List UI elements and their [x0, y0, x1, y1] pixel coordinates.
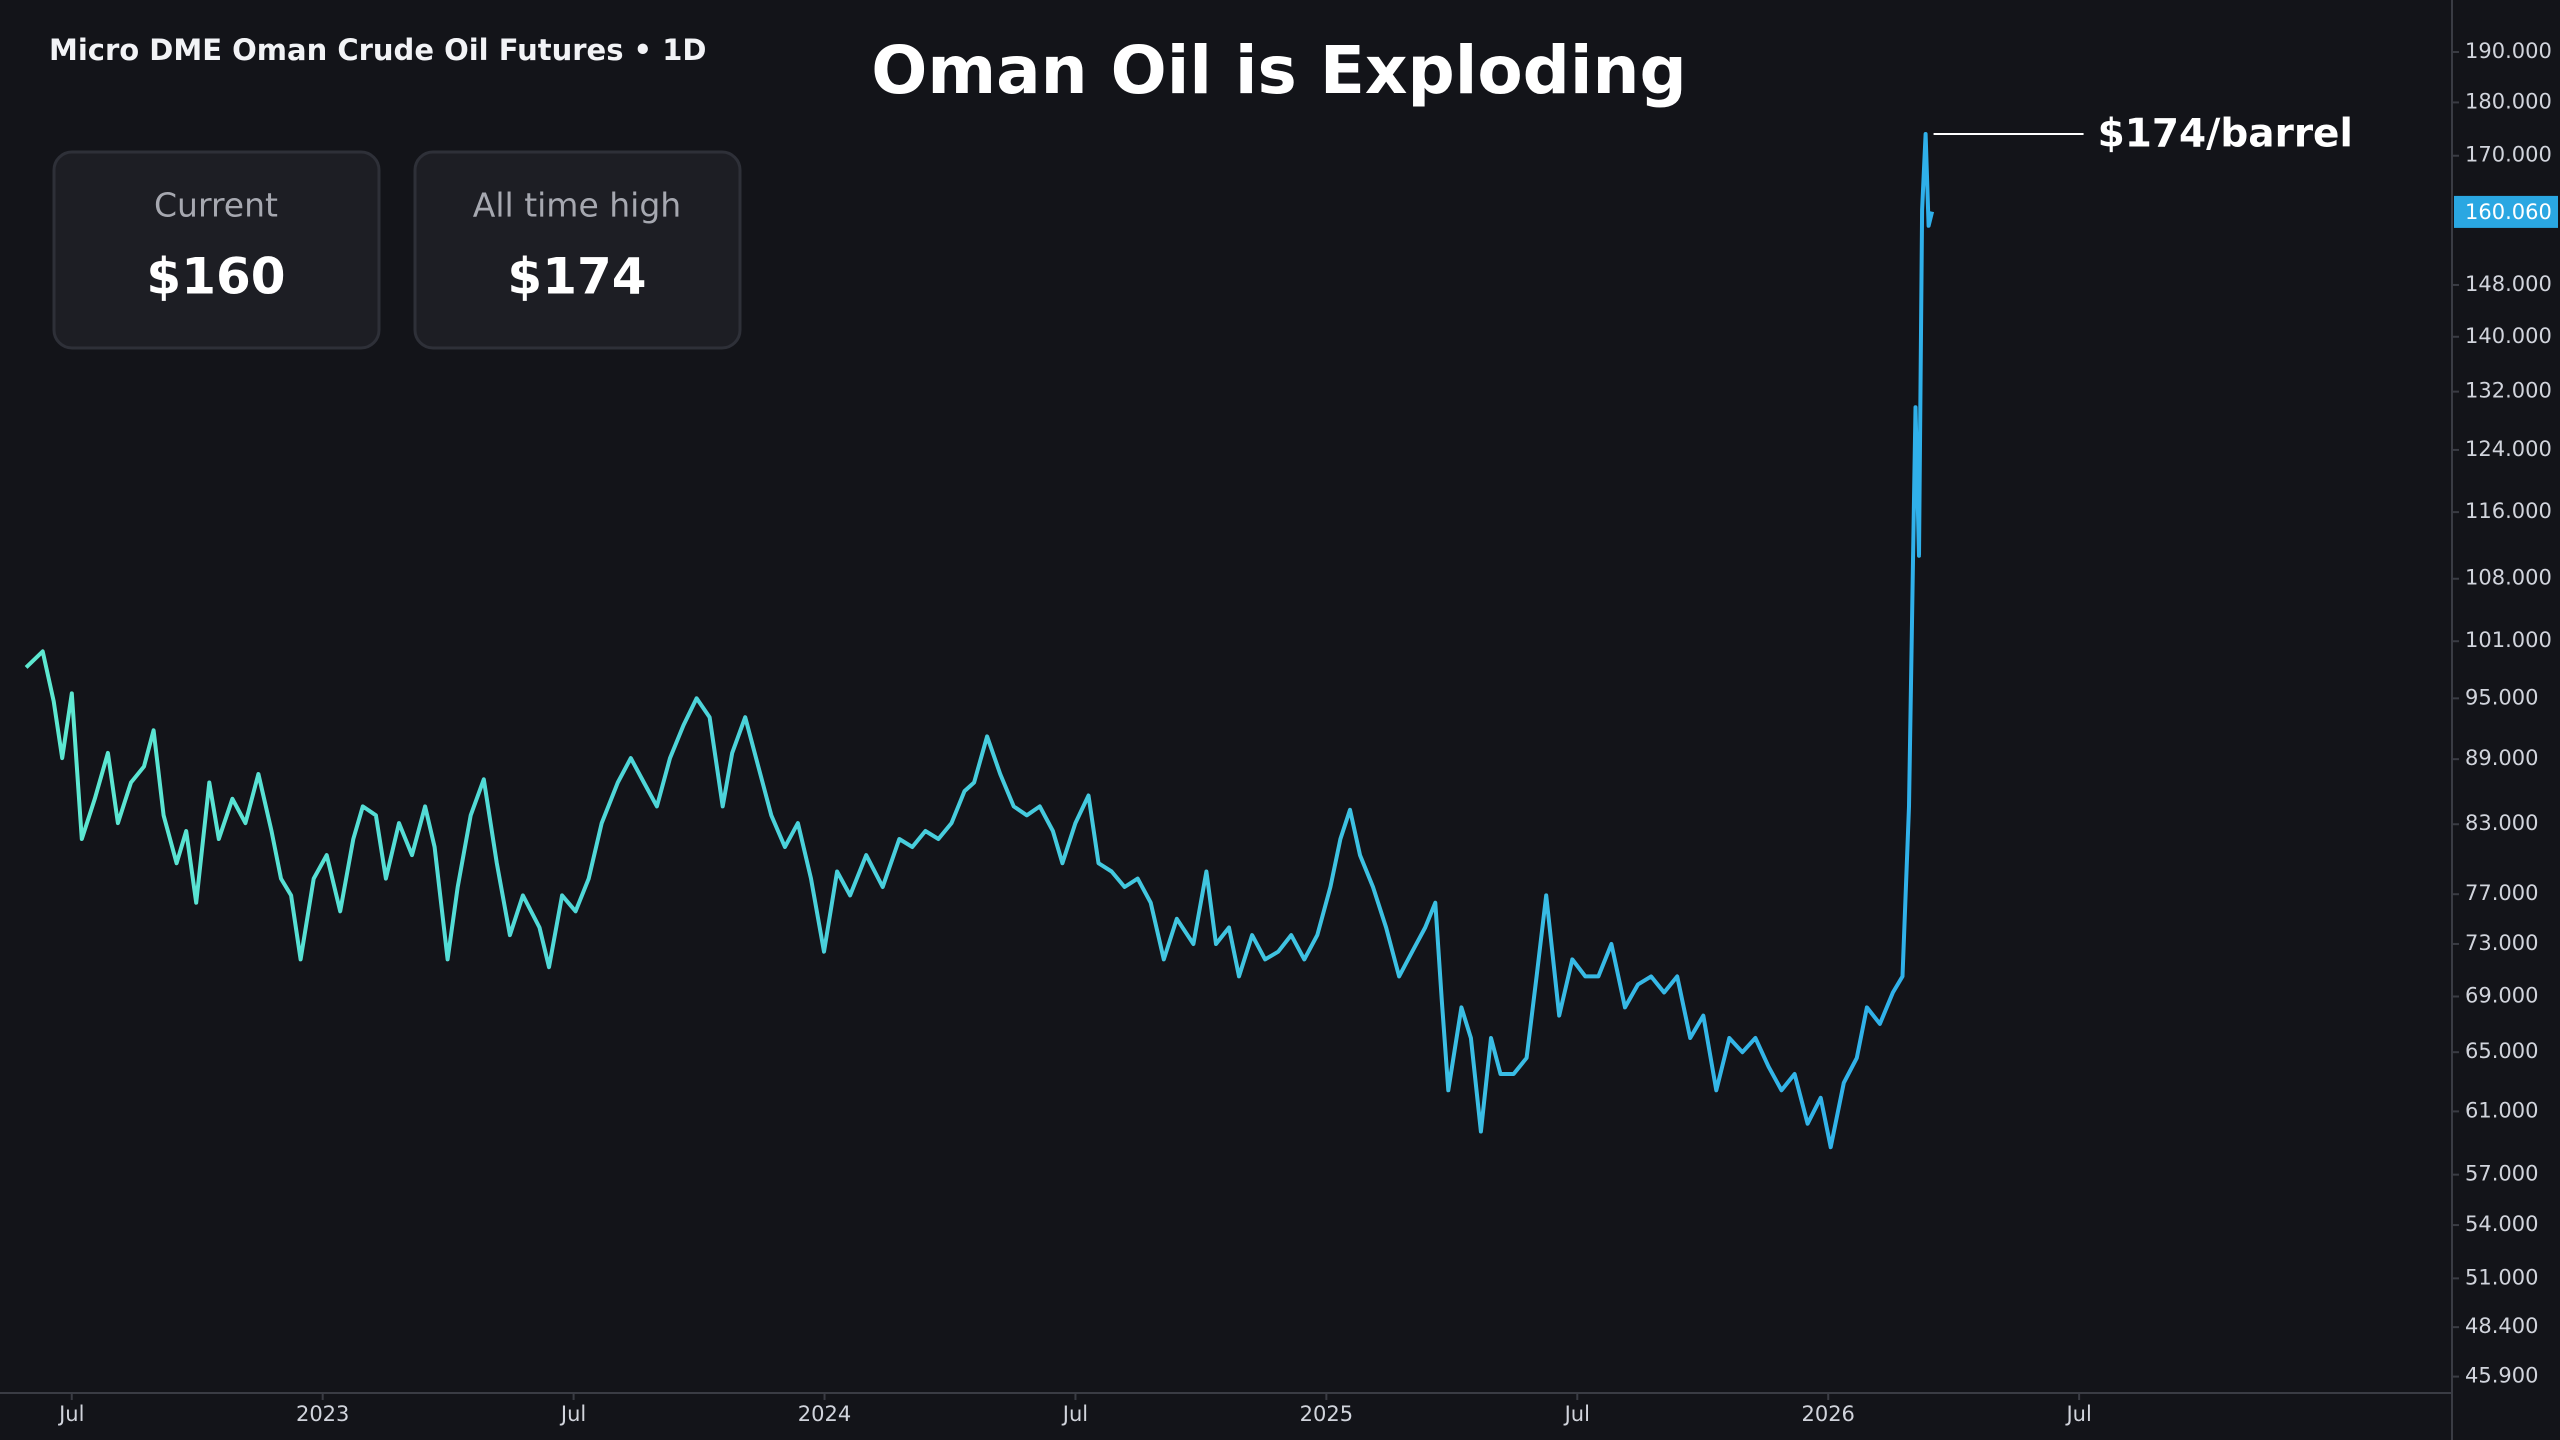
card: [52, 150, 381, 350]
x-tick-label: Jul: [57, 1402, 84, 1426]
y-tick-label: 108.000: [2465, 566, 2552, 590]
x-tick-label: 2025: [1300, 1402, 1353, 1426]
y-tick-label: 148.000: [2465, 272, 2552, 296]
y-tick-label: 101.000: [2465, 628, 2552, 652]
card-label: All time high: [473, 186, 681, 225]
x-tick-label: 2023: [296, 1402, 349, 1426]
y-tick-label: 65.000: [2465, 1039, 2538, 1063]
y-tick-label: 69.000: [2465, 984, 2538, 1008]
y-tick-label: 77.000: [2465, 881, 2538, 905]
y-tick-label: 57.000: [2465, 1162, 2538, 1186]
y-tick-label: 51.000: [2465, 1265, 2538, 1289]
last-price-badge: [2454, 195, 2558, 228]
chart-title: Oman Oil is Exploding: [871, 32, 1687, 109]
card: [413, 150, 742, 350]
y-tick-label: 116.000: [2465, 499, 2552, 523]
y-tick-label: 132.000: [2465, 379, 2552, 403]
y-tick-label: 89.000: [2465, 746, 2538, 770]
card-value: $174: [507, 248, 646, 306]
x-tick-label: Jul: [559, 1402, 586, 1426]
instrument-header: Micro DME Oman Crude Oil Futures • 1D: [49, 33, 706, 67]
y-tick-label: 83.000: [2465, 811, 2538, 835]
x-tick-label: Jul: [1563, 1402, 1590, 1426]
y-tick-label: 95.000: [2465, 685, 2538, 709]
y-tick-label: 180.000: [2465, 89, 2552, 113]
y-tick-label: 190.000: [2465, 39, 2552, 63]
y-tick-label: 45.900: [2465, 1364, 2538, 1388]
y-tick-label: 73.000: [2465, 931, 2538, 955]
x-tick-label: 2024: [798, 1402, 851, 1426]
annotation: $174/barrel: [2098, 112, 2353, 157]
last-price-label: 160.060: [2465, 200, 2552, 224]
y-tick-label: 54.000: [2465, 1212, 2538, 1236]
x-tick-label: Jul: [2064, 1402, 2091, 1426]
y-tick-label: 124.000: [2465, 437, 2552, 461]
y-tick-label: 170.000: [2465, 143, 2552, 167]
y-tick-label: 61.000: [2465, 1098, 2538, 1122]
y-tick-label: 48.400: [2465, 1314, 2538, 1338]
card-value: $160: [146, 248, 285, 306]
y-tick-label: 140.000: [2465, 324, 2552, 348]
x-tick-label: Jul: [1061, 1402, 1088, 1426]
x-tick-label: 2026: [1801, 1402, 1854, 1426]
card-label: Current: [154, 186, 278, 225]
price-line: [24, 132, 1935, 1150]
